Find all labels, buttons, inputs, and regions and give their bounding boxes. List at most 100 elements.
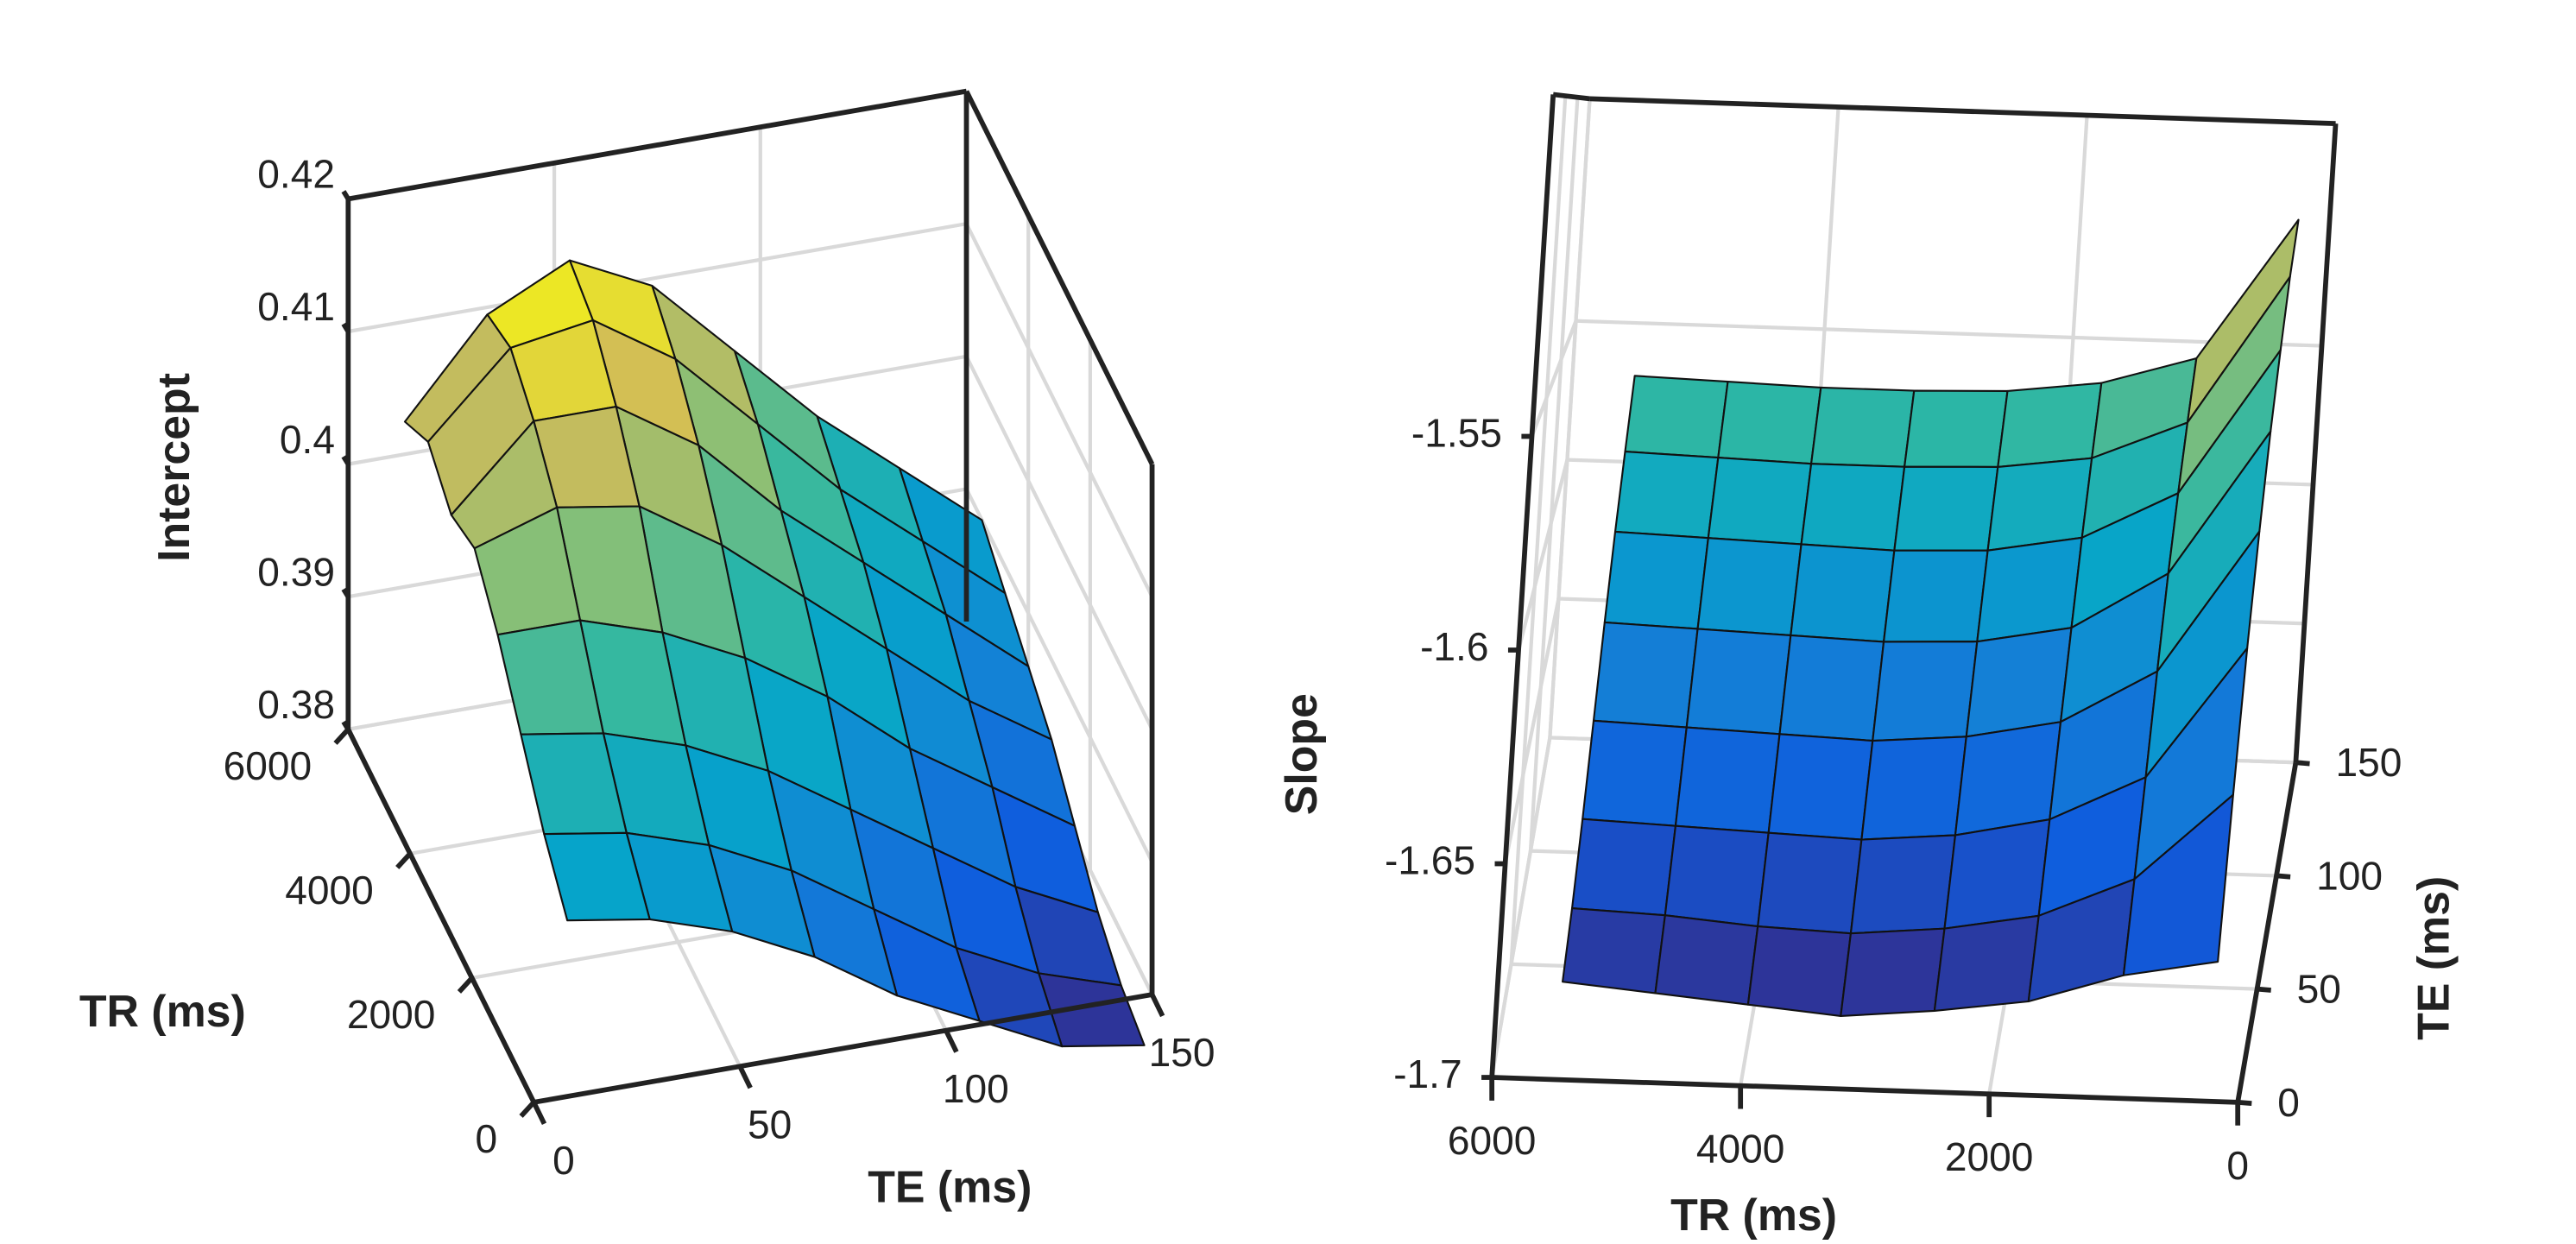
surface-patch bbox=[1582, 719, 1688, 827]
axis-label: TE (ms) bbox=[2408, 876, 2458, 1040]
tick-mark bbox=[395, 851, 413, 869]
axis-line bbox=[1552, 92, 1590, 102]
surface-patch bbox=[1872, 641, 1979, 742]
axis-label: Intercept bbox=[148, 373, 199, 562]
surface-patch bbox=[1933, 914, 2040, 1012]
axis-line bbox=[345, 728, 536, 1104]
surface-patch bbox=[1986, 457, 2093, 552]
tick-mark bbox=[944, 1029, 959, 1053]
surface-patch bbox=[1707, 457, 1813, 546]
surface-patch bbox=[1790, 543, 1896, 643]
axis-line bbox=[2293, 123, 2339, 763]
surface-patch bbox=[1997, 382, 2103, 468]
surface-patch bbox=[2122, 793, 2234, 976]
tick-mark bbox=[341, 322, 350, 333]
grid-line bbox=[964, 355, 1154, 730]
tick-mark bbox=[1149, 993, 1165, 1018]
tick-mark bbox=[341, 720, 350, 731]
surface-patch bbox=[1778, 634, 1885, 742]
z-tick-label: 0.38 bbox=[257, 682, 335, 727]
surface-patch bbox=[1883, 549, 1989, 643]
tick-mark bbox=[2295, 760, 2310, 767]
surface-patch bbox=[1965, 627, 2073, 738]
tick-mark bbox=[531, 1101, 547, 1125]
surface-chart: 0 50 100 150 0 2000 4000 6000 0.38 0.39 0.4 0.41 0.4… bbox=[79, 88, 1215, 1211]
axis-line bbox=[1492, 1075, 2238, 1105]
surface-patch bbox=[1696, 537, 1803, 637]
axis-line bbox=[1489, 94, 1556, 1078]
surface-patch bbox=[1592, 621, 1699, 729]
grid-line bbox=[1548, 98, 1592, 738]
z-tick-label: -1.55 bbox=[1411, 411, 1502, 456]
surface-patch bbox=[543, 831, 651, 922]
x-tick-label: 0 bbox=[2226, 1143, 2249, 1188]
y-tick-label: 150 bbox=[2335, 740, 2402, 785]
surface-patch bbox=[1943, 818, 2051, 930]
surface-patch bbox=[1800, 463, 1906, 552]
z-tick-label: -1.65 bbox=[1385, 838, 1475, 883]
axis-label: TR (ms) bbox=[1670, 1190, 1837, 1240]
y-tick-label: 0 bbox=[2277, 1080, 2300, 1125]
surface-patch bbox=[1613, 450, 1720, 540]
axis-line bbox=[347, 88, 968, 202]
x-tick-label: 150 bbox=[1149, 1030, 1215, 1075]
x-tick-label: 6000 bbox=[1448, 1118, 1537, 1163]
surface-chart: 0 2000 4000 6000 0 50 100 150 -1.7 -1.65 -1.6 -1.55… bbox=[1276, 92, 2458, 1240]
grid-line bbox=[1530, 320, 1578, 438]
surface-patch bbox=[1849, 834, 1957, 935]
axis-label: TR (ms) bbox=[79, 986, 246, 1036]
surface-patch bbox=[1562, 906, 1666, 995]
x-tick-label: 0 bbox=[552, 1138, 575, 1183]
axis-line bbox=[963, 90, 1155, 465]
y-tick-label: 0 bbox=[475, 1116, 497, 1161]
surface-patch bbox=[1904, 389, 2009, 468]
tick-mark bbox=[2276, 873, 2291, 880]
surface-patch bbox=[1624, 375, 1729, 459]
axis-label: Slope bbox=[1276, 693, 1326, 815]
tick-mark bbox=[519, 1100, 536, 1118]
y-tick-label: 4000 bbox=[285, 868, 374, 912]
y-tick-label: 2000 bbox=[347, 992, 436, 1037]
surface-patch bbox=[1654, 914, 1759, 1006]
x-tick-label: 100 bbox=[943, 1066, 1009, 1111]
surface-patch bbox=[1603, 530, 1709, 630]
tick-mark bbox=[333, 727, 350, 745]
axis-line bbox=[2235, 761, 2299, 1103]
y-tick-label: 6000 bbox=[224, 743, 313, 788]
z-tick-label: 0.39 bbox=[257, 549, 335, 594]
z-tick-label: -1.6 bbox=[1420, 624, 1488, 669]
grid-line bbox=[1509, 95, 1568, 964]
grid-line bbox=[1490, 737, 1552, 1078]
surface-patch bbox=[1674, 726, 1781, 834]
surface-patch bbox=[1810, 386, 1916, 468]
surface-patch bbox=[1746, 925, 1852, 1018]
z-tick-label: 0.4 bbox=[280, 417, 335, 462]
y-tick-label: 100 bbox=[2316, 853, 2383, 898]
surface-patch bbox=[1767, 733, 1874, 841]
surface-patch bbox=[1685, 628, 1792, 736]
surface-patch bbox=[1717, 381, 1822, 465]
surface-patch bbox=[1757, 831, 1863, 935]
grid-line bbox=[964, 488, 1154, 863]
grid-line bbox=[964, 223, 1154, 598]
tick-mark bbox=[2237, 1099, 2252, 1107]
axis-label: TE (ms) bbox=[868, 1161, 1032, 1211]
surface-patch bbox=[1840, 927, 1946, 1018]
grid-line bbox=[347, 222, 967, 334]
surface-patch bbox=[1571, 818, 1676, 917]
z-tick-label: 0.42 bbox=[257, 152, 335, 197]
surface-patch bbox=[1976, 536, 2083, 643]
grid-line bbox=[1575, 319, 2322, 348]
tick-mark bbox=[2257, 986, 2271, 993]
z-tick-label: -1.7 bbox=[1393, 1051, 1462, 1096]
y-tick-label: 50 bbox=[2297, 967, 2341, 1012]
tick-mark bbox=[457, 976, 474, 994]
x-tick-label: 2000 bbox=[1945, 1134, 2034, 1179]
axis-line bbox=[1589, 96, 2336, 127]
tick-mark bbox=[737, 1064, 753, 1089]
surface-patch bbox=[1860, 736, 1967, 841]
tick-mark bbox=[341, 587, 350, 598]
tick-mark bbox=[341, 190, 350, 200]
surface-patch bbox=[1954, 721, 2062, 837]
